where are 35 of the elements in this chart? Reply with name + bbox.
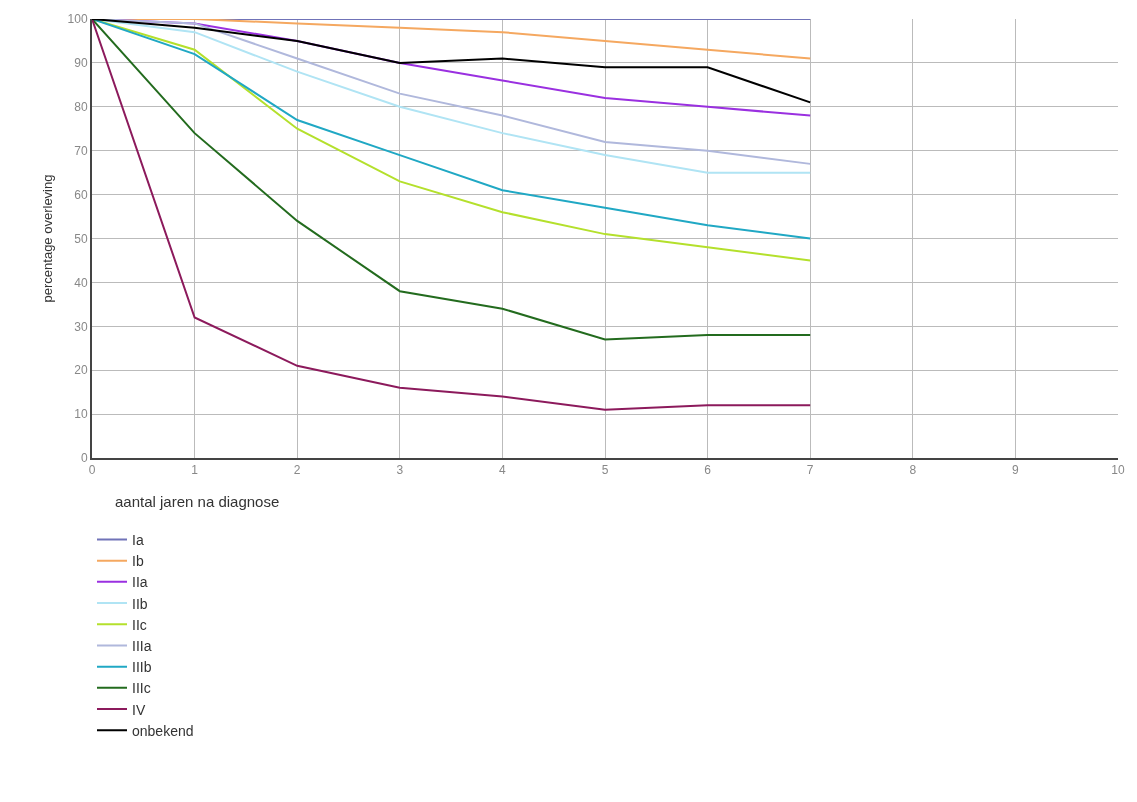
x-tick-label: 1 — [191, 463, 199, 478]
line-series — [92, 19, 812, 411]
y-tick-label: 50 — [74, 231, 88, 246]
legend-label: IIb — [132, 595, 148, 612]
y-tick-label: 0 — [80, 451, 88, 466]
y-tick-label: 20 — [74, 363, 88, 378]
legend-label: IIa — [132, 574, 148, 591]
x-tick-label: 7 — [806, 463, 814, 478]
x-tick-label: 4 — [499, 463, 507, 478]
legend-label: onbekend — [132, 722, 194, 739]
legend-label: IV — [132, 701, 146, 718]
x-tick-label: 3 — [396, 463, 404, 478]
legend-label: IIc — [132, 616, 147, 633]
x-tick-label: 9 — [1012, 463, 1020, 478]
legend-label: IIIa — [132, 637, 152, 654]
x-tick-label: 8 — [909, 463, 917, 478]
y-tick-label: 10 — [74, 407, 88, 422]
y-tick-label: 100 — [67, 12, 88, 27]
line-series — [92, 19, 812, 341]
x-tick-label: 5 — [601, 463, 609, 478]
x-axis-title: aantal jaren na diagnose — [115, 493, 280, 510]
y-tick-label: 30 — [74, 319, 88, 334]
x-tick-label: 2 — [293, 463, 301, 478]
y-axis-title: percentage overleving — [40, 174, 56, 303]
legend-label: Ib — [132, 553, 144, 570]
legend-label: IIIc — [132, 680, 151, 697]
x-tick-label: 10 — [1111, 463, 1125, 478]
legend-label: Ia — [132, 531, 144, 548]
legend-label: IIIb — [132, 659, 152, 676]
y-tick-label: 90 — [74, 56, 88, 71]
y-tick-label: 40 — [74, 275, 88, 290]
y-tick-label: 60 — [74, 187, 88, 202]
x-tick-label: 6 — [704, 463, 712, 478]
y-tick-label: 70 — [74, 143, 88, 158]
y-tick-label: 80 — [74, 100, 88, 114]
